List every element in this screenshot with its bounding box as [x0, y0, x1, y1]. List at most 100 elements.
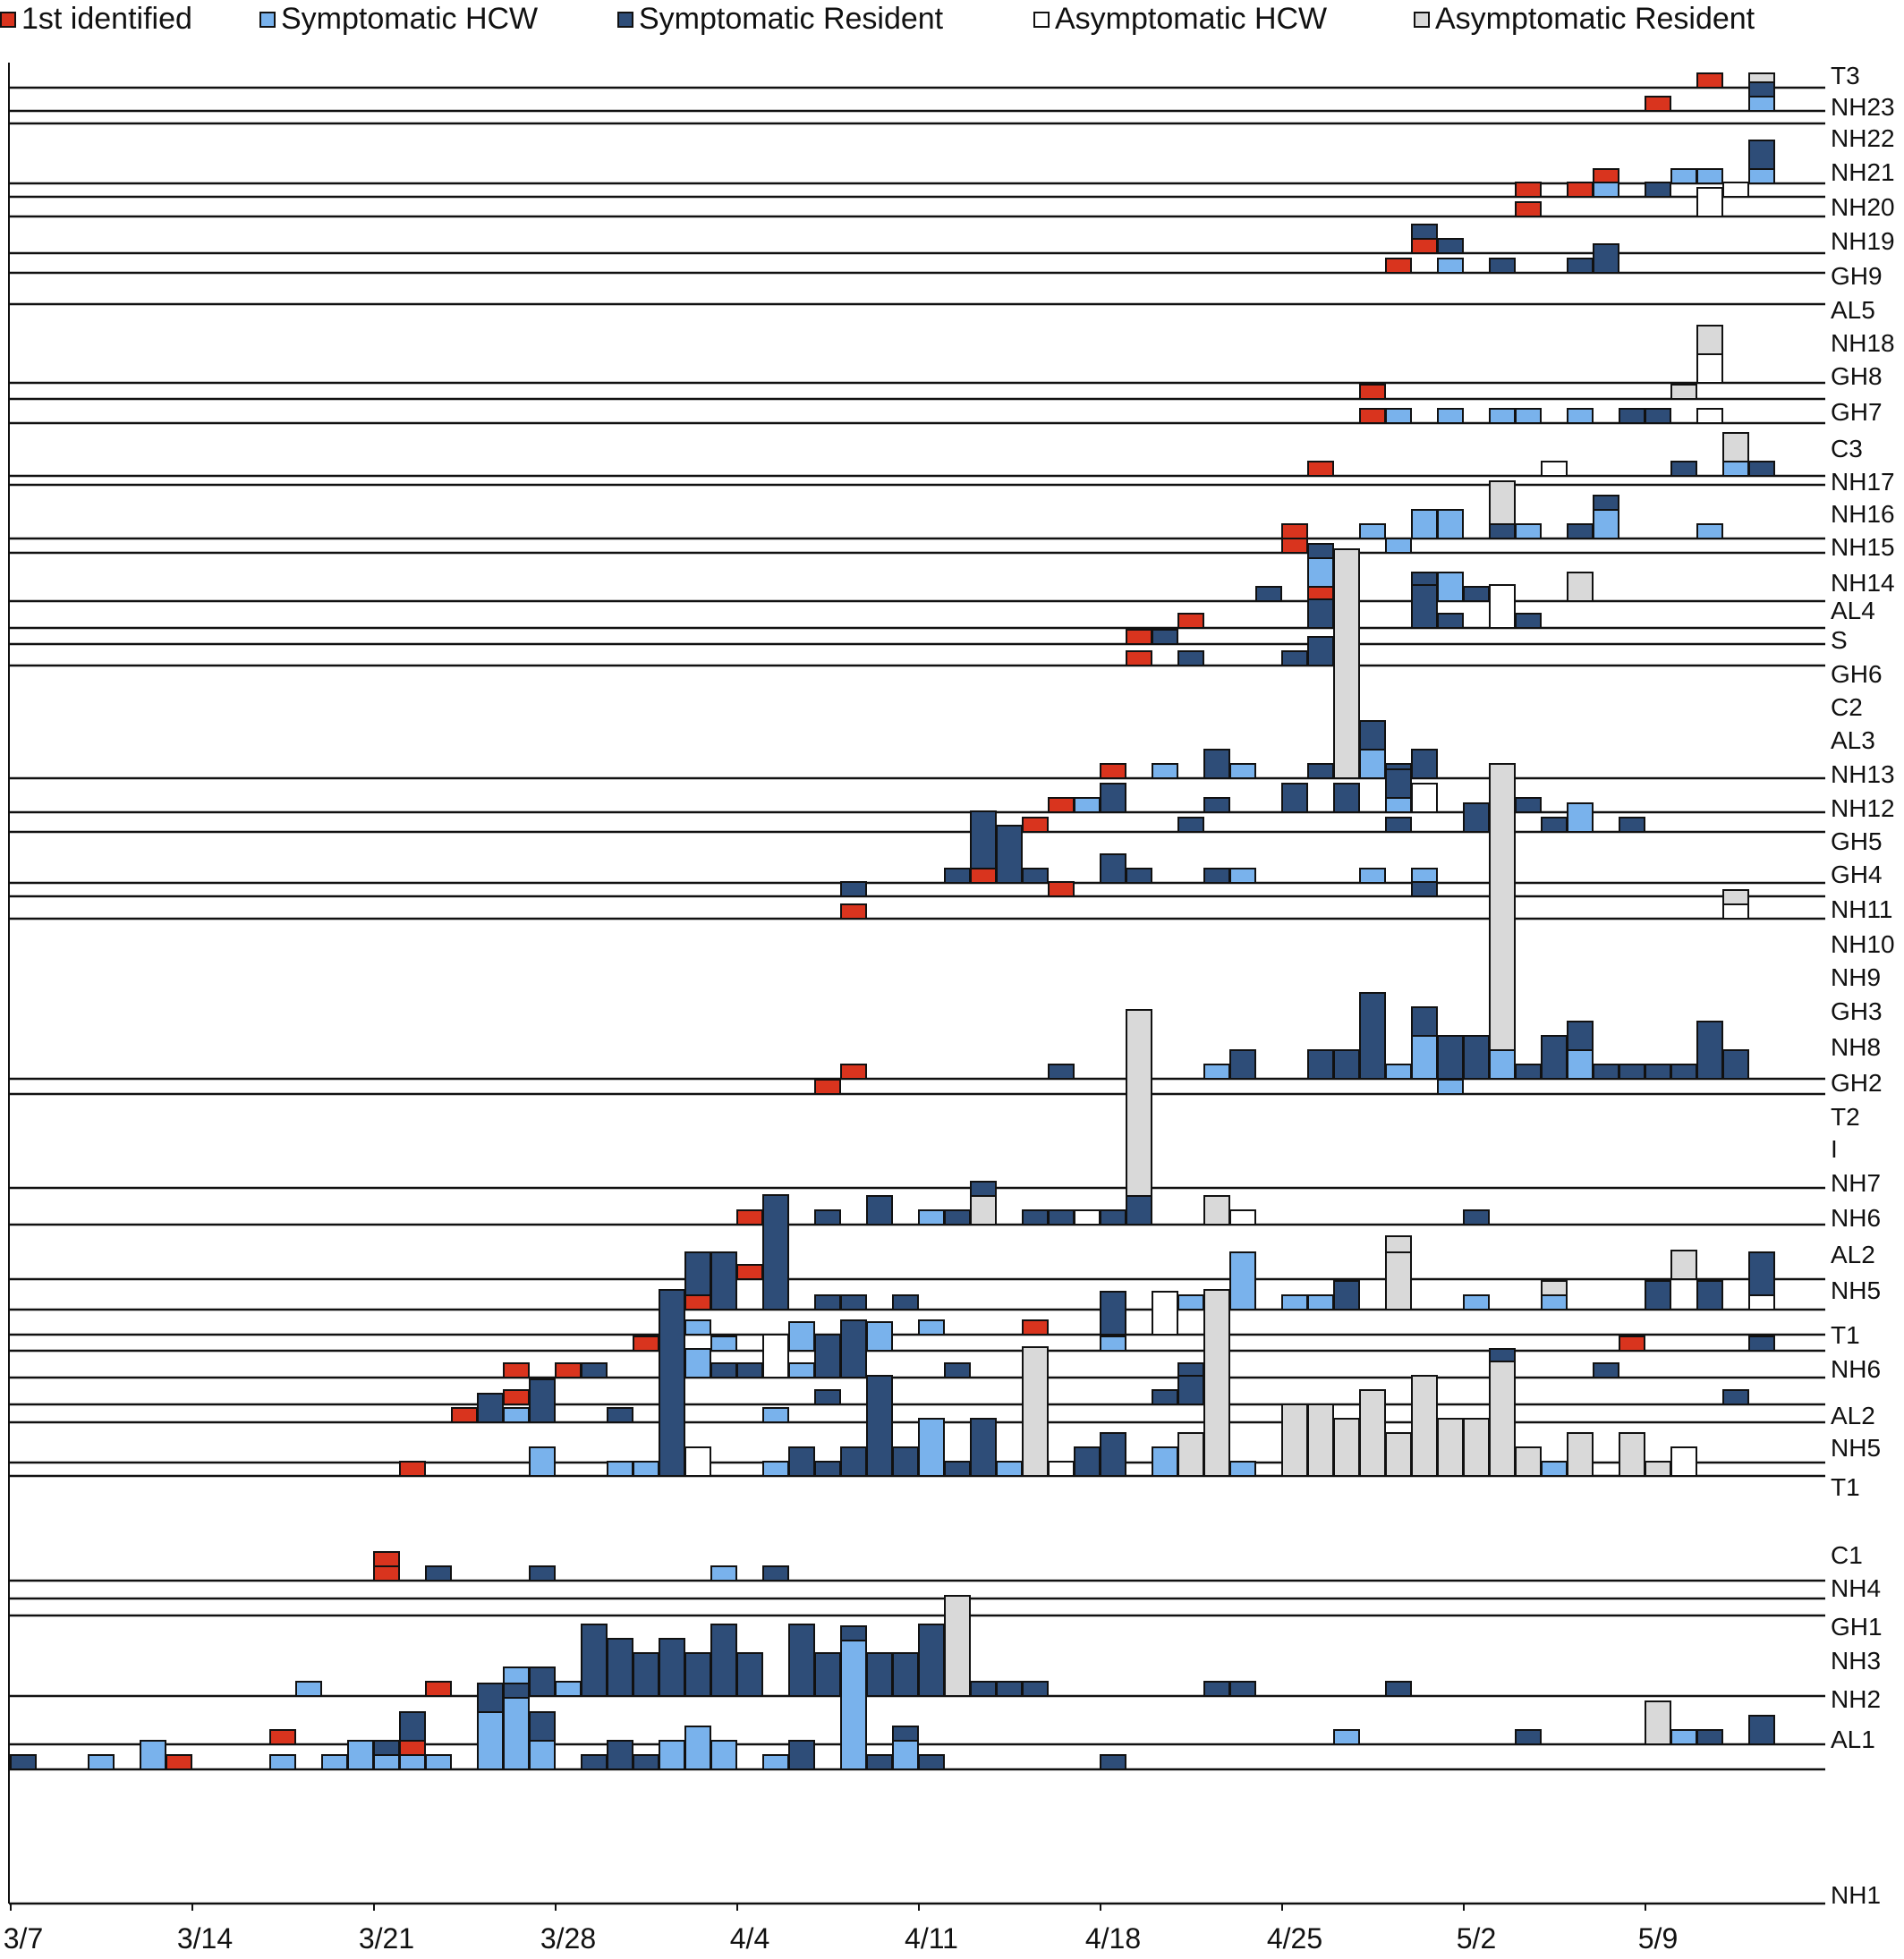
bar-first — [814, 1079, 841, 1095]
row-label-nh19: NH19 — [1831, 227, 1895, 255]
bar-symRes — [840, 1294, 867, 1310]
bar-symRes — [762, 1194, 789, 1310]
bar-symRes — [659, 1289, 685, 1477]
row-label-t1: T1 — [1831, 1473, 1860, 1501]
bar-symHCW — [140, 1740, 166, 1770]
bar-first — [1281, 538, 1308, 554]
bar-symRes — [1645, 1280, 1671, 1310]
bar-symRes — [1411, 749, 1438, 779]
bar-symRes — [1229, 1049, 1256, 1080]
bar-symHCW — [996, 1461, 1023, 1477]
bar-symRes — [1515, 797, 1542, 813]
bar-first — [1696, 72, 1723, 89]
row-label-gh1: GH1 — [1831, 1613, 1883, 1641]
bar-symHCW — [1541, 1294, 1568, 1310]
row-label-nh15: NH15 — [1831, 533, 1895, 561]
bar-symHCW — [295, 1681, 322, 1697]
bar-symHCW — [1359, 868, 1386, 884]
bar-first — [399, 1461, 426, 1477]
bar-symRes — [1022, 868, 1049, 884]
bar-symRes — [1645, 182, 1671, 198]
bar-asymHCW — [1229, 1209, 1256, 1225]
bar-symRes — [1048, 1064, 1075, 1080]
bar-symHCW — [1152, 763, 1178, 779]
bar-symHCW — [529, 1446, 556, 1477]
bar-first — [1515, 201, 1542, 217]
bar-asymRes — [1126, 1009, 1152, 1197]
bar-first — [1048, 881, 1075, 897]
row-label-t2: T2 — [1831, 1103, 1860, 1131]
row-label-nh17: NH17 — [1831, 468, 1895, 496]
row-label-nh3: NH3 — [1831, 1647, 1881, 1675]
bar-symHCW — [503, 1697, 530, 1770]
bar-symRes — [1463, 1209, 1490, 1225]
bar-symRes — [866, 1195, 893, 1225]
bar-symRes — [1489, 523, 1516, 539]
bar-symRes — [477, 1393, 504, 1423]
row-label-gh2: GH2 — [1831, 1069, 1883, 1097]
bar-symHCW — [762, 1407, 789, 1423]
bar-symRes — [503, 1683, 530, 1699]
bar-symRes — [814, 1294, 841, 1310]
bar-first — [736, 1264, 763, 1280]
row-label-nh2: NH2 — [1831, 1685, 1881, 1713]
bar-asymHCW — [1696, 408, 1723, 424]
bar-symRes — [736, 1362, 763, 1378]
bar-symRes — [529, 1378, 556, 1423]
bar-asymRes — [1722, 432, 1749, 462]
bar-first — [1022, 1319, 1049, 1336]
bar-symRes — [1748, 461, 1775, 477]
bar-symRes — [1281, 783, 1308, 813]
bar-symHCW — [892, 1740, 919, 1770]
bar-symRes — [970, 1418, 997, 1477]
bar-symRes — [1333, 1049, 1360, 1080]
bar-first — [1411, 238, 1438, 254]
bar-symHCW — [1489, 408, 1516, 424]
bar-symHCW — [1463, 1294, 1490, 1310]
bar-symRes — [1411, 881, 1438, 897]
bar-symRes — [1748, 1251, 1775, 1296]
row-label-nh20: NH20 — [1831, 193, 1895, 221]
bar-first — [1567, 182, 1594, 198]
bar-symHCW — [1385, 538, 1412, 554]
bar-symRes — [840, 1446, 867, 1477]
bar-first — [633, 1336, 659, 1352]
bar-symRes — [607, 1638, 633, 1697]
bar-first — [1126, 650, 1152, 666]
bar-symRes — [1385, 817, 1412, 833]
bar-symRes — [1463, 802, 1490, 833]
bar-asymRes — [1307, 1404, 1334, 1477]
row-label-gh5: GH5 — [1831, 827, 1883, 855]
bar-asymRes — [1203, 1195, 1230, 1225]
legend-label: Symptomatic HCW — [281, 2, 539, 36]
bar-symRes — [1333, 1280, 1360, 1310]
bar-symRes — [1203, 797, 1230, 813]
bar-symRes — [736, 1652, 763, 1697]
bar-symRes — [866, 1754, 893, 1770]
row-label-s: S — [1831, 626, 1848, 654]
bar-asymRes — [1333, 1418, 1360, 1477]
legend-label: 1st identified — [21, 2, 192, 36]
bar-asymRes — [944, 1595, 971, 1697]
bar-symRes — [840, 881, 867, 897]
bar-symRes — [1567, 258, 1594, 274]
x-tick-label: 3/14 — [177, 1922, 233, 1955]
bar-symHCW — [1385, 1064, 1412, 1080]
bar-symRes — [1593, 243, 1619, 274]
row-label-al2: AL2 — [1831, 1241, 1875, 1268]
bar-symRes — [1645, 1064, 1671, 1080]
bar-asymRes — [1670, 384, 1697, 400]
row-label-nh11: NH11 — [1831, 895, 1893, 923]
bar-symRes — [814, 1209, 841, 1225]
row-label-gh9: GH9 — [1831, 262, 1883, 290]
row-label-gh7: GH7 — [1831, 398, 1883, 426]
bar-symHCW — [918, 1209, 945, 1225]
bar-asymHCW — [1696, 353, 1723, 384]
bar-symRes — [814, 1652, 841, 1697]
bar-symRes — [918, 1624, 945, 1697]
bar-symRes — [1100, 1291, 1126, 1336]
bar-symRes — [1100, 1754, 1126, 1770]
row-label-nh8: NH8 — [1831, 1033, 1881, 1061]
bar-first — [1177, 613, 1204, 629]
bar-symRes — [892, 1294, 919, 1310]
